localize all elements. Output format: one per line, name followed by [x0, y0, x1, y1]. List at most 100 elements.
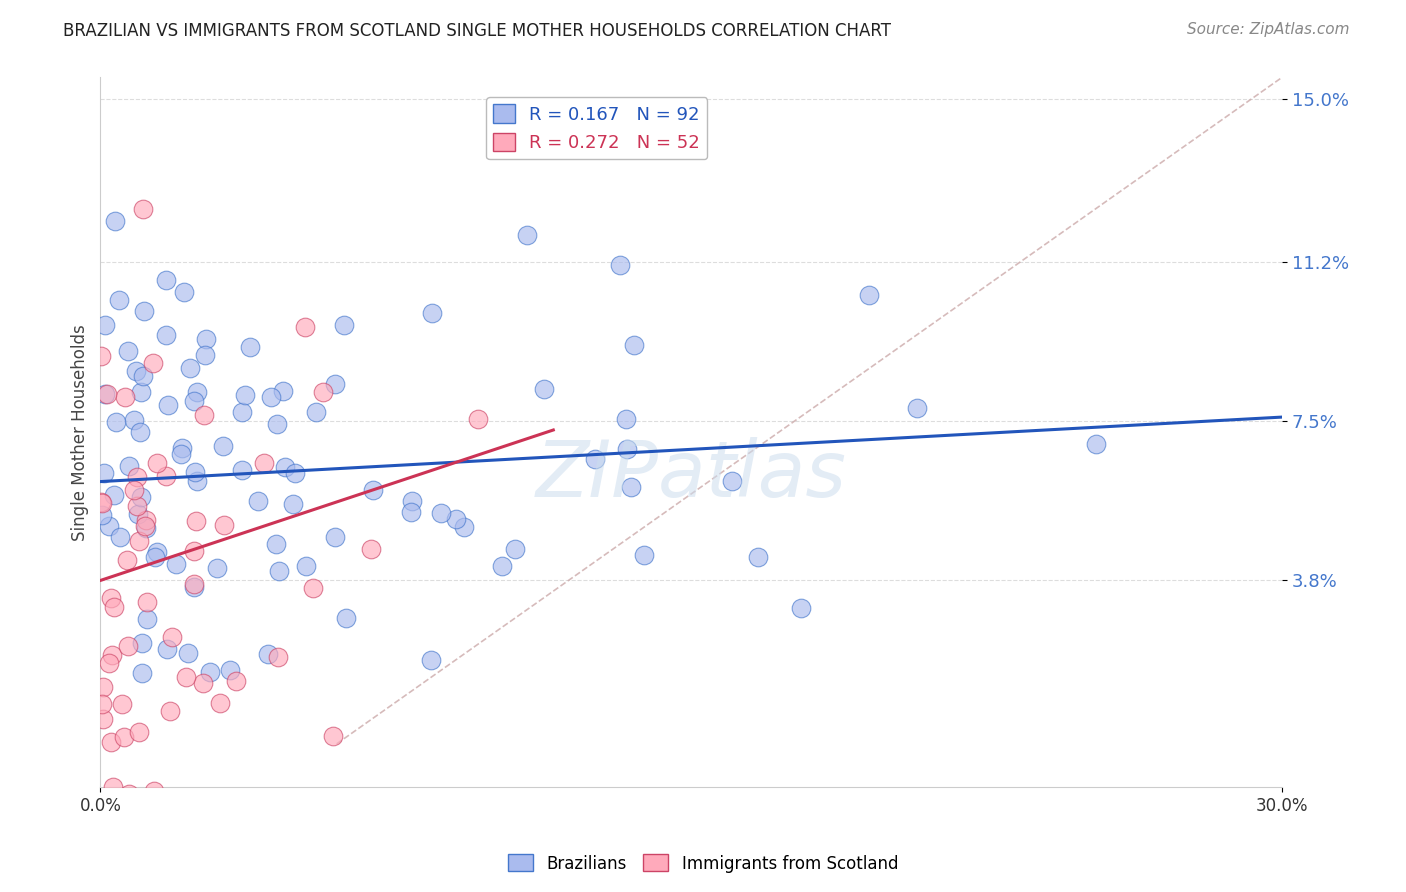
- Point: [177, 646, 200, 660]
- Point: [165, 557, 187, 571]
- Point: [323, 530, 346, 544]
- Point: [117, 343, 139, 358]
- Point: [191, 676, 214, 690]
- Point: [253, 456, 276, 470]
- Point: [533, 382, 555, 396]
- Point: [205, 561, 228, 575]
- Point: [790, 601, 813, 615]
- Point: [122, 483, 145, 497]
- Point: [274, 459, 297, 474]
- Point: [614, 412, 637, 426]
- Point: [198, 665, 221, 679]
- Point: [115, 553, 138, 567]
- Point: [125, 364, 148, 378]
- Point: [225, 674, 247, 689]
- Point: [312, 384, 335, 399]
- Point: [117, 639, 139, 653]
- Point: [505, 541, 527, 556]
- Point: [170, 447, 193, 461]
- Point: [620, 480, 643, 494]
- Point: [233, 388, 256, 402]
- Point: [399, 505, 422, 519]
- Point: [231, 463, 253, 477]
- Point: [134, 304, 156, 318]
- Point: [516, 227, 538, 242]
- Point: [186, 474, 208, 488]
- Point: [172, 441, 194, 455]
- Point: [360, 542, 382, 557]
- Point: [128, 725, 150, 739]
- Legend: R = 0.167   N = 92, R = 0.272   N = 52: R = 0.167 N = 92, R = 0.272 N = 52: [486, 97, 707, 160]
- Point: [609, 259, 631, 273]
- Point: [193, 408, 215, 422]
- Point: [143, 550, 166, 565]
- Text: BRAZILIAN VS IMMIGRANTS FROM SCOTLAND SINGLE MOTHER HOUSEHOLDS CORRELATION CHART: BRAZILIAN VS IMMIGRANTS FROM SCOTLAND SI…: [63, 22, 891, 40]
- Point: [129, 425, 152, 439]
- Point: [623, 338, 645, 352]
- Point: [142, 355, 165, 369]
- Point: [129, 385, 152, 400]
- Point: [264, 536, 287, 550]
- Point: [267, 649, 290, 664]
- Point: [124, 413, 146, 427]
- Point: [335, 611, 357, 625]
- Point: [127, 500, 149, 514]
- Point: [100, 591, 122, 606]
- Point: [155, 327, 177, 342]
- Point: [294, 320, 316, 334]
- Point: [94, 387, 117, 401]
- Point: [91, 698, 114, 712]
- Point: [183, 465, 205, 479]
- Point: [302, 581, 325, 595]
- Point: [159, 704, 181, 718]
- Point: [108, 293, 131, 307]
- Point: [305, 405, 328, 419]
- Point: [131, 666, 153, 681]
- Point: [583, 452, 606, 467]
- Point: [231, 405, 253, 419]
- Point: [160, 631, 183, 645]
- Point: [176, 670, 198, 684]
- Point: [156, 398, 179, 412]
- Point: [247, 494, 270, 508]
- Text: Source: ZipAtlas.com: Source: ZipAtlas.com: [1187, 22, 1350, 37]
- Text: ZIPatlas: ZIPatlas: [536, 437, 846, 513]
- Point: [94, 318, 117, 332]
- Point: [118, 458, 141, 473]
- Point: [111, 697, 134, 711]
- Point: [183, 544, 205, 558]
- Point: [103, 488, 125, 502]
- Point: [429, 506, 451, 520]
- Point: [136, 595, 159, 609]
- Point: [179, 361, 201, 376]
- Point: [132, 202, 155, 216]
- Point: [294, 558, 316, 573]
- Y-axis label: Single Mother Households: Single Mother Households: [72, 324, 89, 541]
- Point: [128, 533, 150, 548]
- Legend: Brazilians, Immigrants from Scotland: Brazilians, Immigrants from Scotland: [501, 847, 905, 880]
- Point: [112, 731, 135, 745]
- Point: [322, 730, 344, 744]
- Point: [905, 401, 928, 416]
- Point: [721, 475, 744, 489]
- Point: [1085, 437, 1108, 451]
- Point: [125, 470, 148, 484]
- Point: [146, 545, 169, 559]
- Point: [747, 549, 769, 564]
- Point: [453, 520, 475, 534]
- Point: [103, 600, 125, 615]
- Point: [209, 697, 232, 711]
- Point: [101, 780, 124, 795]
- Point: [218, 663, 240, 677]
- Point: [186, 384, 208, 399]
- Point: [633, 548, 655, 562]
- Point: [194, 348, 217, 362]
- Point: [616, 442, 638, 456]
- Point: [259, 390, 281, 404]
- Point: [420, 306, 443, 320]
- Point: [132, 369, 155, 384]
- Point: [183, 394, 205, 409]
- Point: [143, 784, 166, 798]
- Point: [104, 415, 127, 429]
- Point: [212, 440, 235, 454]
